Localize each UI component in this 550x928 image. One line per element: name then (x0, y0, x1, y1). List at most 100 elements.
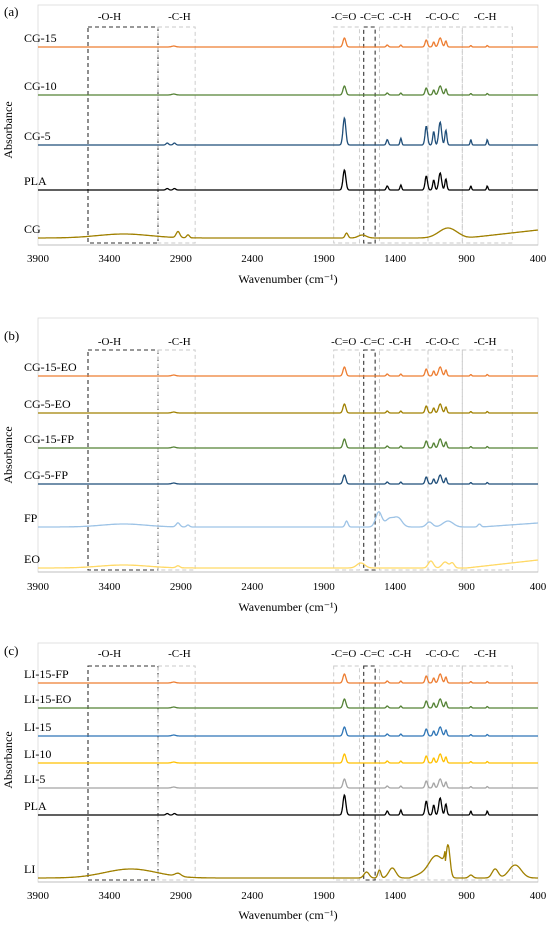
region-box (87, 665, 159, 881)
panel-label: (b) (4, 328, 19, 343)
region-box (378, 349, 429, 571)
series-label: LI (24, 862, 35, 876)
series-label: CG-5-EO (24, 397, 71, 411)
region-label: -C-H (168, 336, 191, 348)
x-tick-label: 1400 (384, 581, 407, 593)
region-label: -C=O (331, 648, 356, 660)
region-label: -C-O-C (425, 11, 459, 23)
x-tick-label: 3900 (27, 581, 50, 593)
x-axis-label: Wavenumber (cm⁻¹) (238, 908, 337, 922)
series-line-fp (38, 511, 538, 528)
x-tick-label: 1900 (313, 890, 336, 902)
region-box (363, 26, 376, 244)
series-label: CG-10 (24, 79, 57, 93)
series-line-cg-15-fp (38, 438, 538, 449)
series-label: LI-15-FP (24, 667, 69, 681)
x-tick-label: 3900 (27, 253, 50, 265)
region-label: -C-O-C (425, 336, 459, 348)
plot-area (37, 4, 539, 246)
x-tick-label: 2400 (241, 890, 264, 902)
x-tick-label: 1400 (384, 253, 407, 265)
x-tick-label: 3400 (98, 253, 121, 265)
region-box (363, 665, 376, 881)
series-label: FP (24, 511, 38, 525)
region-label: -O-H (98, 648, 121, 660)
series-label: LI-5 (24, 772, 45, 786)
region-label: -C-H (389, 648, 412, 660)
region-label: -C=C (360, 11, 385, 23)
panel-label: (a) (4, 4, 18, 19)
x-tick-label: 3900 (27, 890, 50, 902)
series-line-cg-10 (38, 85, 538, 96)
series-label: CG (24, 222, 41, 236)
x-tick-label: 2400 (241, 253, 264, 265)
x-tick-label: 900 (458, 253, 475, 265)
region-box (333, 665, 360, 881)
y-axis-label: Absorbance (1, 101, 15, 158)
region-box (461, 665, 513, 881)
region-label: -C-H (168, 648, 191, 660)
plot-area (37, 317, 539, 573)
region-box (157, 26, 196, 244)
series-label: CG-5-FP (24, 468, 68, 482)
series-line-cg-5-fp (38, 474, 538, 485)
series-line-cg (38, 227, 539, 239)
region-label: -C-H (474, 11, 497, 23)
series-label: LI-15-EO (24, 692, 72, 706)
region-box (461, 349, 513, 571)
region-box (87, 26, 159, 244)
x-tick-label: 2900 (170, 890, 193, 902)
region-box (363, 349, 376, 571)
series-line-eo (38, 559, 539, 569)
series-label: LI-15 (24, 720, 51, 734)
x-tick-label: 3400 (98, 581, 121, 593)
region-label: -C-O-C (425, 648, 459, 660)
y-axis-label: Absorbance (1, 731, 15, 788)
region-label: -C-H (168, 11, 191, 23)
series-label: CG-15-FP (24, 432, 74, 446)
region-box (378, 26, 429, 244)
x-tick-label: 3400 (98, 890, 121, 902)
region-box (378, 665, 429, 881)
region-label: -O-H (98, 336, 121, 348)
series-line-li-15-fp (38, 673, 538, 684)
x-tick-label: 900 (458, 890, 475, 902)
region-label: -C=O (331, 11, 356, 23)
series-label: PLA (24, 174, 47, 188)
x-tick-label: 2900 (170, 253, 193, 265)
region-label: -C-H (474, 648, 497, 660)
x-tick-label: 900 (458, 581, 475, 593)
region-box (157, 665, 196, 881)
series-line-cg-5-eo (38, 403, 538, 414)
x-axis-label: Wavenumber (cm⁻¹) (238, 600, 337, 614)
x-tick-label: 400 (530, 253, 547, 265)
panel-label: (c) (4, 643, 18, 658)
region-box (461, 26, 513, 244)
x-tick-label: 400 (530, 581, 547, 593)
region-label: -C=O (331, 336, 356, 348)
series-label: CG-15-EO (24, 360, 77, 374)
x-axis-label: Wavenumber (cm⁻¹) (238, 272, 337, 286)
region-box (333, 349, 360, 571)
series-line-cg-15 (38, 37, 538, 48)
region-label: -C=C (360, 336, 385, 348)
region-box (427, 665, 463, 881)
series-label: LI-10 (24, 747, 51, 761)
series-line-pla (38, 793, 538, 816)
x-tick-label: 1900 (313, 581, 336, 593)
series-line-cg-5 (38, 116, 538, 146)
region-label: -C-H (474, 336, 497, 348)
series-line-li-15-eo (38, 698, 538, 709)
x-tick-label: 400 (530, 890, 547, 902)
x-tick-label: 1400 (384, 890, 407, 902)
series-label: EO (24, 552, 40, 566)
series-label: PLA (24, 799, 47, 813)
x-tick-label: 2400 (241, 581, 264, 593)
region-box (157, 349, 196, 571)
series-line-li-10 (38, 753, 538, 764)
region-box (87, 349, 159, 571)
region-box (427, 349, 463, 571)
region-box (333, 26, 360, 244)
series-label: CG-5 (24, 129, 51, 143)
